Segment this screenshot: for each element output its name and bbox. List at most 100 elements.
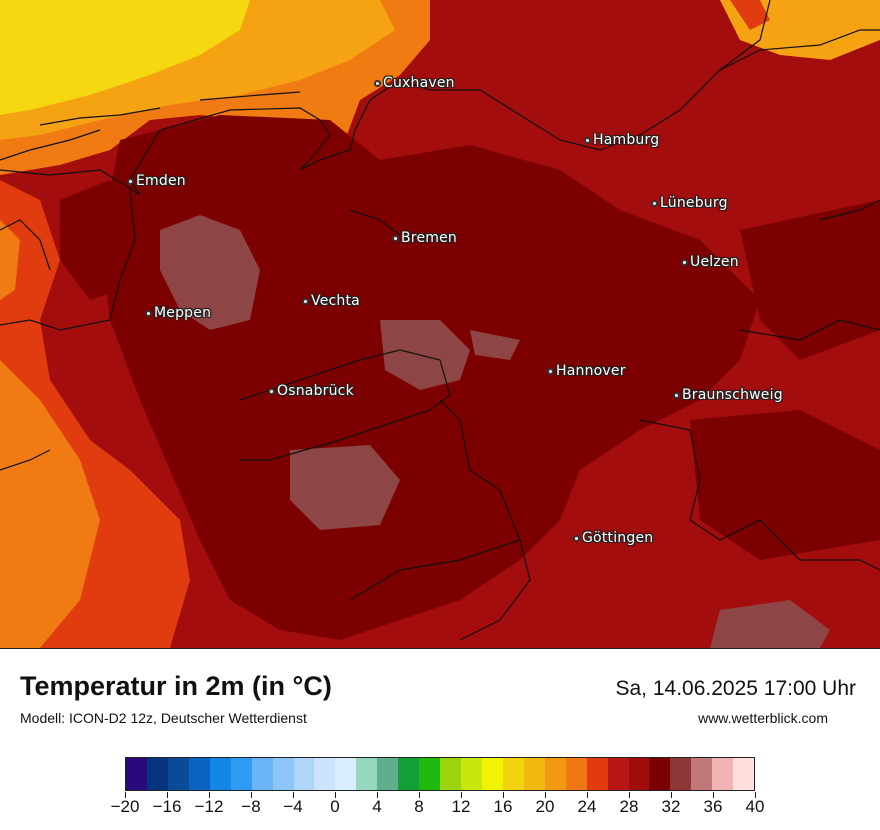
city-label: Uelzen (690, 254, 739, 270)
color-scale-swatch (272, 758, 294, 790)
city-marker-vechta[interactable]: Vechta (302, 293, 360, 309)
temperature-map[interactable]: Cuxhaven Hamburg Emden Lüneburg Bremen U… (0, 0, 880, 649)
color-scale-label: 0 (330, 797, 340, 816)
color-scale-label: 4 (372, 797, 382, 816)
color-scale-swatch (586, 758, 608, 790)
color-scale-swatch (356, 758, 378, 790)
city-dot-icon (673, 391, 680, 399)
city-marker-braunschweig[interactable]: Braunschweig (673, 387, 783, 403)
city-dot-icon (145, 309, 152, 317)
city-marker-goettingen[interactable]: Göttingen (573, 530, 653, 546)
color-scale-tick (545, 792, 546, 798)
field-orange-west (0, 360, 100, 648)
color-scale-swatch (126, 758, 147, 790)
city-marker-osnabrueck[interactable]: Osnabrück (268, 383, 354, 399)
color-scale-swatch (670, 758, 692, 790)
color-scale-tick (755, 792, 756, 798)
color-scale-swatch (188, 758, 210, 790)
city-marker-cuxhaven[interactable]: Cuxhaven (374, 75, 455, 91)
color-scale-swatch (544, 758, 566, 790)
field-yellow-north (0, 0, 250, 115)
city-marker-uelzen[interactable]: Uelzen (681, 254, 739, 270)
color-scale-swatch (502, 758, 524, 790)
field-patch-5 (470, 330, 520, 360)
color-scale-swatch (565, 758, 587, 790)
city-dot-icon (268, 387, 275, 395)
city-dot-icon (681, 258, 688, 266)
city-marker-hannover[interactable]: Hannover (547, 363, 626, 379)
color-scale-swatch (398, 758, 420, 790)
city-label: Cuxhaven (383, 75, 455, 91)
field-patch-3 (290, 445, 400, 530)
color-scale-label: 28 (619, 797, 639, 816)
color-scale-tick (503, 792, 504, 798)
color-scale-swatch (230, 758, 252, 790)
map-footer: Temperatur in 2m (in °C) Modell: ICON-D2… (0, 649, 880, 830)
model-source: Modell: ICON-D2 12z, Deutscher Wetterdie… (20, 710, 307, 726)
city-dot-icon (547, 367, 554, 375)
color-scale-swatch (712, 758, 734, 790)
color-scale-tick (209, 792, 210, 798)
color-scale-label: 8 (414, 797, 424, 816)
color-scale-swatch (314, 758, 336, 790)
color-scale-swatch (335, 758, 357, 790)
city-dot-icon (392, 234, 399, 242)
city-label: Hannover (556, 363, 626, 379)
color-scale-tick (293, 792, 294, 798)
color-scale-tick (671, 792, 672, 798)
color-scale-tick (713, 792, 714, 798)
color-scale-label: 32 (661, 797, 681, 816)
city-label: Göttingen (582, 530, 654, 546)
city-dot-icon (584, 136, 591, 144)
field-patch-4 (710, 600, 830, 648)
color-scale-tick (587, 792, 588, 798)
color-scale-swatch (209, 758, 231, 790)
city-label: Hamburg (593, 132, 660, 148)
color-scale-tick (335, 792, 336, 798)
city-dot-icon (127, 177, 134, 185)
city-marker-emden[interactable]: Emden (127, 173, 186, 189)
field-orange-ne (730, 0, 770, 30)
city-dot-icon (651, 199, 658, 207)
temperature-color-scale (125, 757, 755, 791)
color-scale-label: 40 (745, 797, 765, 816)
city-dot-icon (374, 79, 381, 87)
city-label: Emden (136, 173, 186, 189)
color-scale-swatch (523, 758, 545, 790)
field-dark-east (740, 200, 880, 360)
color-scale-labels: −20 −16 −12 −8 −4 0 4 8 12 16 20 24 28 32 36 40 (111, 797, 765, 817)
city-label: Vechta (311, 293, 360, 309)
color-scale-label: −16 (152, 797, 182, 816)
city-marker-bremen[interactable]: Bremen (392, 230, 457, 246)
city-marker-hamburg[interactable]: Hamburg (584, 132, 659, 148)
color-scale-tick (251, 792, 252, 798)
city-label: Osnabrück (277, 383, 354, 399)
color-scale-label: −20 (110, 797, 140, 816)
color-scale-tick (629, 792, 630, 798)
forecast-datetime: Sa, 14.06.2025 17:00 Uhr (615, 677, 856, 700)
city-marker-meppen[interactable]: Meppen (145, 305, 211, 321)
color-scale-swatch (146, 758, 168, 790)
city-marker-lueneburg[interactable]: Lüneburg (651, 195, 728, 211)
map-title: Temperatur in 2m (in °C) (20, 671, 332, 701)
field-orange-west2 (0, 220, 20, 300)
color-scale-swatch (251, 758, 273, 790)
color-scale-swatch (481, 758, 503, 790)
color-scale-swatch (649, 758, 671, 790)
website-link[interactable]: www.wetterblick.com (698, 710, 828, 726)
color-scale-label: 20 (535, 797, 555, 816)
color-scale-swatch (377, 758, 399, 790)
color-scale-label: −4 (283, 797, 303, 816)
color-scale-swatch (607, 758, 629, 790)
color-scale-swatch (691, 758, 713, 790)
city-label: Bremen (401, 230, 457, 246)
city-dot-icon (302, 297, 309, 305)
temperature-field (0, 0, 880, 648)
color-scale-label: −12 (194, 797, 224, 816)
color-scale-tick (419, 792, 420, 798)
city-label: Meppen (154, 305, 212, 321)
color-scale-tick (461, 792, 462, 798)
color-scale-swatch (628, 758, 650, 790)
color-scale-swatch (419, 758, 441, 790)
